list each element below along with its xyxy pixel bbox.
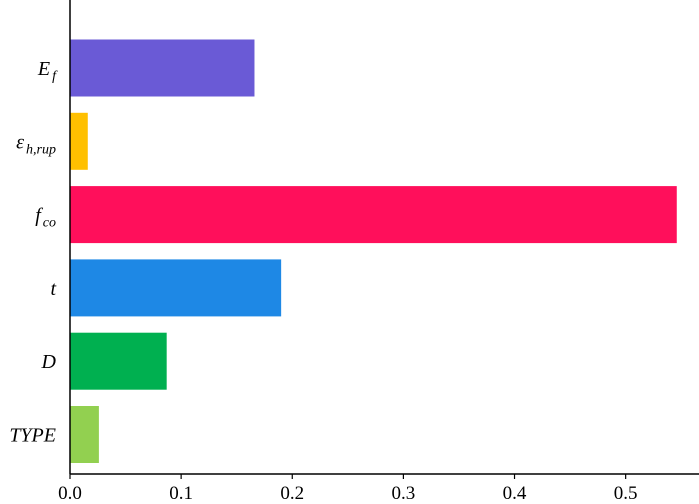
x-tick-label-6: 0.5 <box>614 483 638 504</box>
category-label-3: f co <box>35 205 56 231</box>
category-label-6: TYPE <box>9 425 56 447</box>
x-tick-label-1: 0.0 <box>58 483 82 504</box>
x-tick-label-4: 0.3 <box>392 483 416 504</box>
bar-2 <box>70 112 88 170</box>
bar-6 <box>70 406 99 463</box>
category-label-2: ε h,rup <box>16 131 56 157</box>
bars-group <box>70 39 677 463</box>
x-tick-label-5: 0.4 <box>503 483 527 504</box>
bar-1 <box>70 39 255 97</box>
bar-4 <box>70 259 282 317</box>
bar-5 <box>70 332 167 390</box>
category-label-5: D <box>41 351 57 373</box>
x-tick-label-2: 0.1 <box>169 483 193 504</box>
x-tick-label-3: 0.2 <box>280 483 304 504</box>
bar-3 <box>70 186 677 244</box>
category-label-4: t <box>50 278 56 300</box>
x-ticks-group: 0.0 0.1 0.2 0.3 0.4 0.5 <box>58 474 638 504</box>
